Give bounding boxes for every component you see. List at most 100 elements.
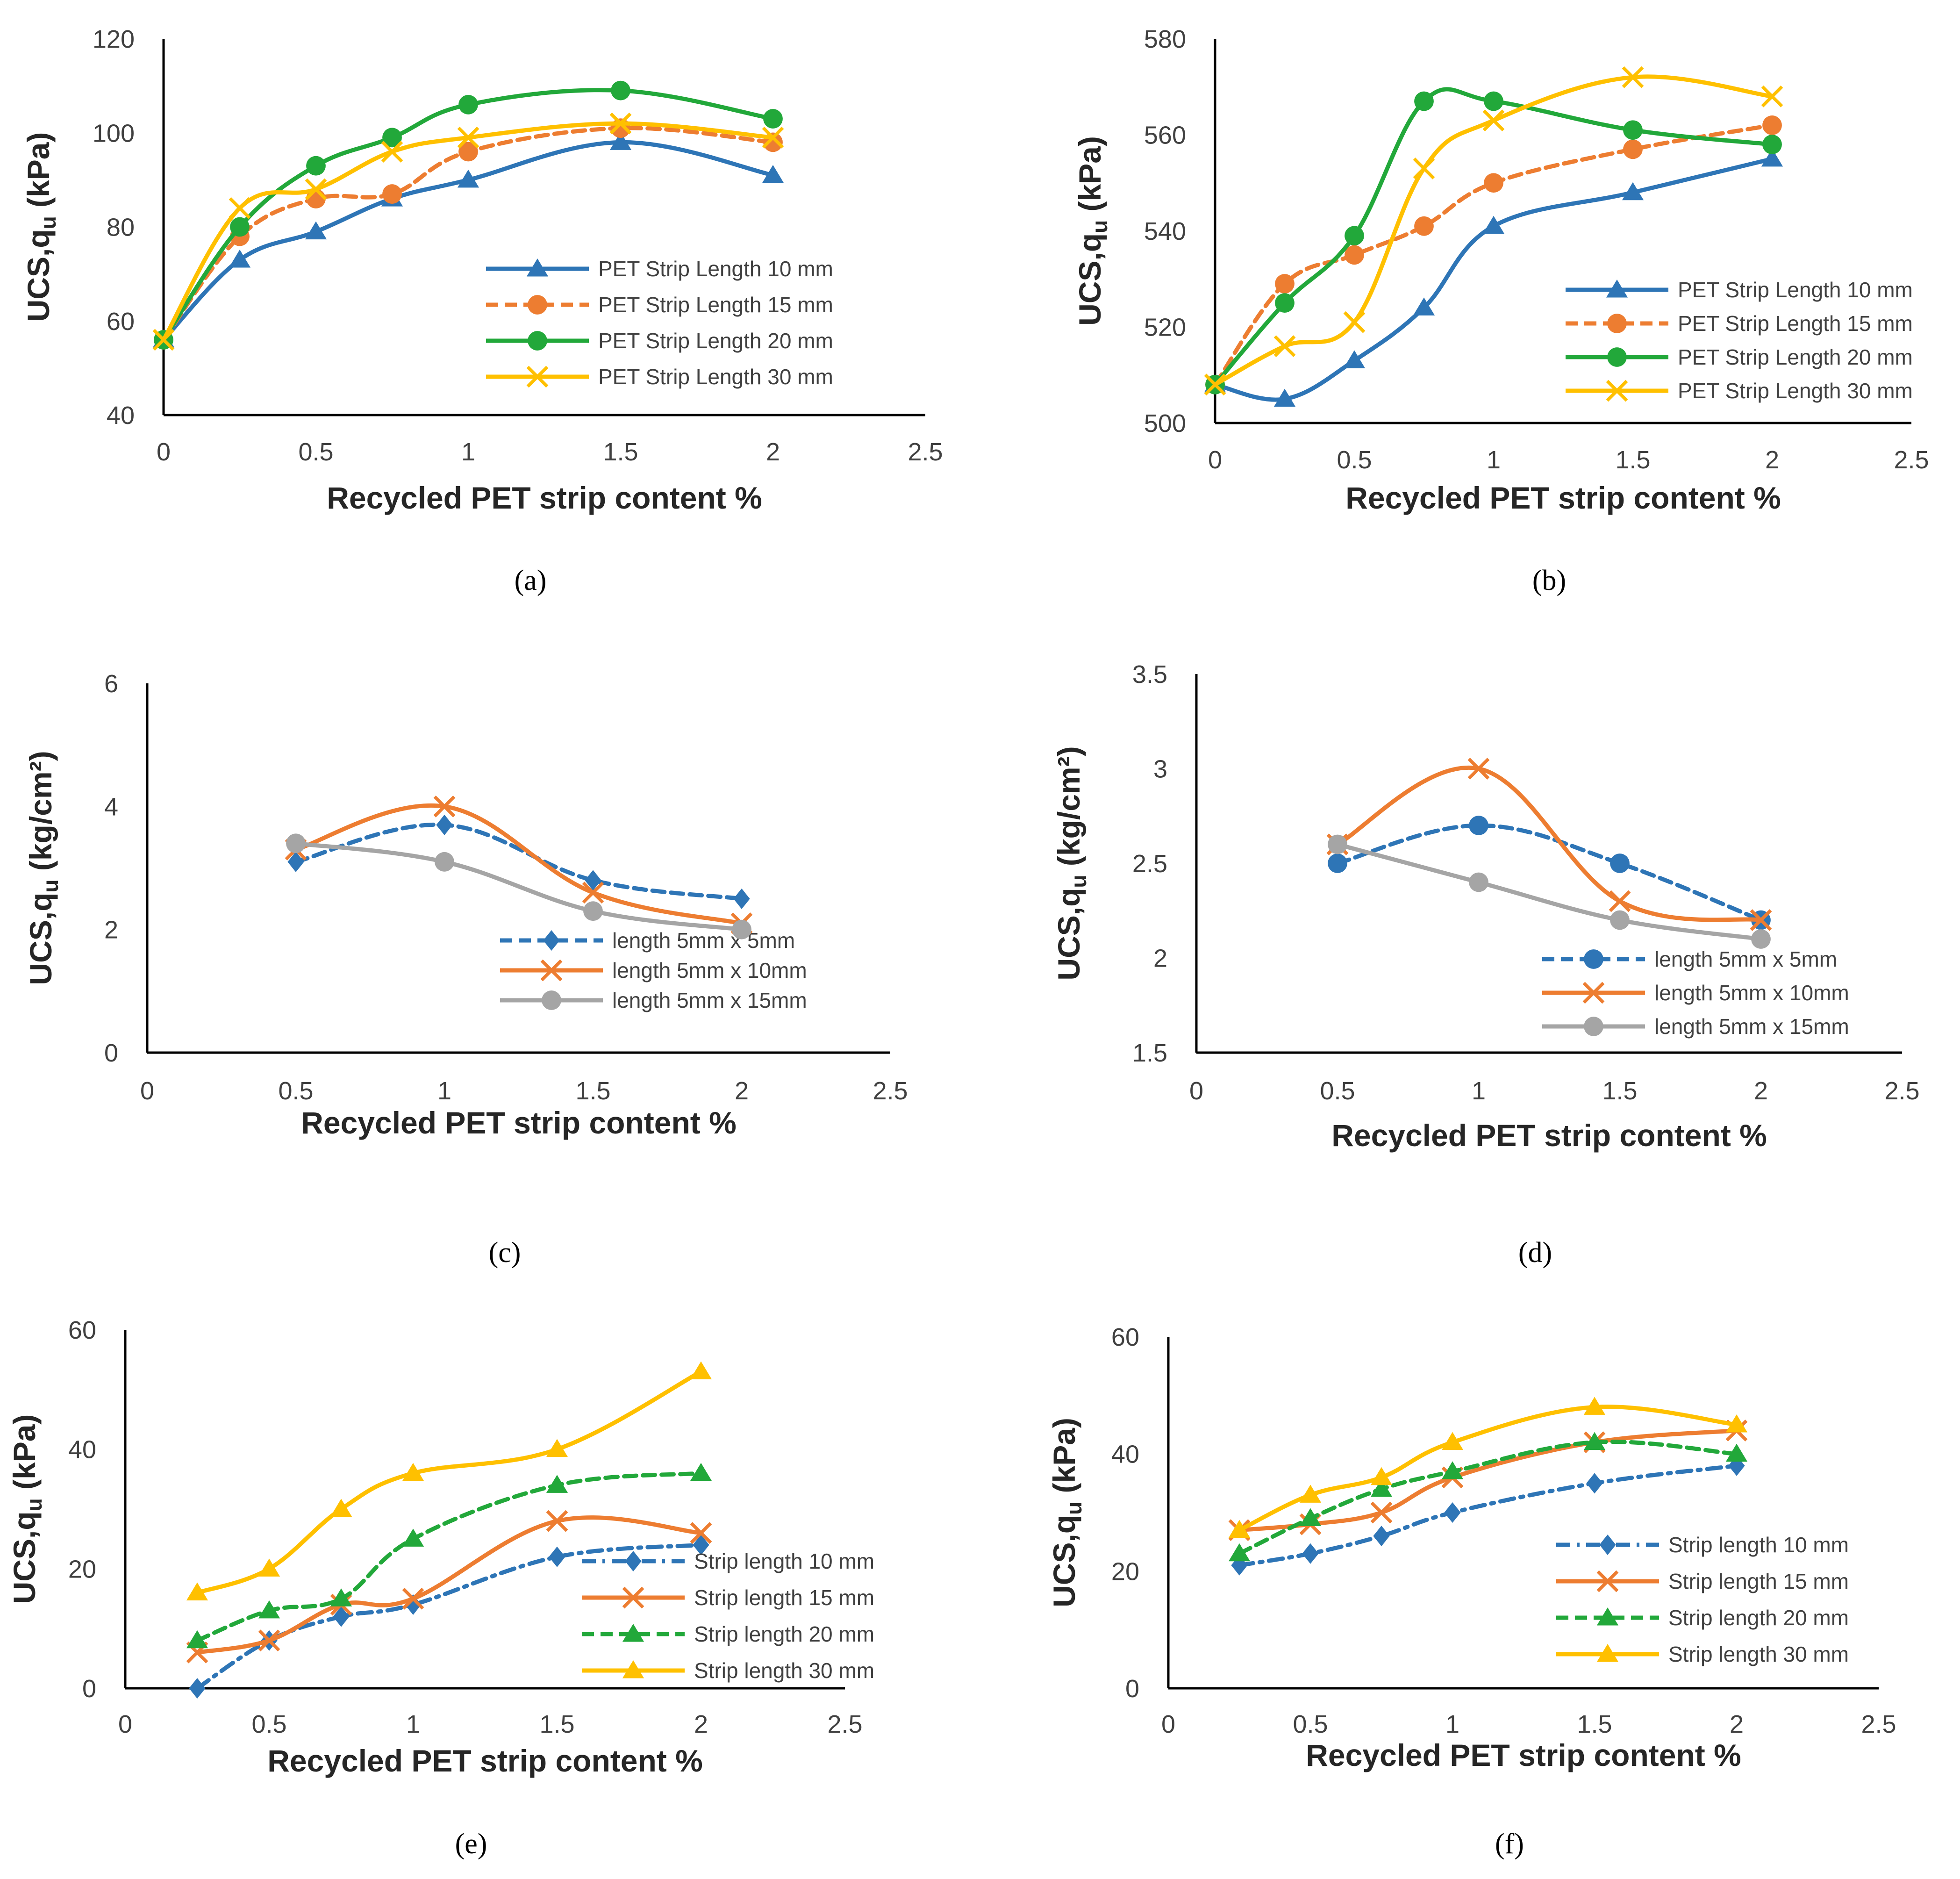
data-point [1328,834,1347,854]
data-point [1761,85,1783,108]
x-tick-label: 0 [1189,1077,1203,1105]
legend-entry: Strip length 30 mm [1556,1642,1849,1666]
series-4 [1204,66,1783,396]
data-point [1725,1414,1748,1433]
y-axis-title-main: UCS,q [1047,1515,1081,1607]
legend-label: Strip length 10 mm [1668,1533,1849,1557]
x-tick-label: 1.5 [603,438,638,466]
data-point [762,126,784,149]
legend-label: length 5mm x 5mm [612,928,795,953]
x-tick-label: 2 [694,1710,708,1738]
y-axis-title-unit: (kPa) [1047,1418,1081,1502]
data-point [258,1558,280,1577]
x-tick-label: 0 [157,438,171,466]
y-tick-label: 60 [107,308,135,336]
data-point [258,1629,280,1652]
y-axis-title-main: UCS,q [23,893,58,985]
data-point [549,1546,565,1567]
legend-entry: PET Strip Length 20 mm [1566,345,1913,369]
legend-entry: Strip length 15 mm [582,1585,874,1610]
data-point [458,94,478,115]
data-point [1750,909,1772,931]
series-line [1213,157,1774,402]
data-point [585,870,601,891]
data-point [305,178,327,201]
legend-entry: length 5mm x 15mm [500,988,807,1012]
chart-panel-e: 0 0.5 1 1.5 2 2.5 0 20 40 60 Recycled PET strip co… [7,1316,874,1860]
data-point [305,221,327,240]
data-point [1622,66,1644,88]
series-3 [286,833,751,940]
legend-entry: PET Strip Length 30 mm [1566,379,1913,403]
y-tick-label: 2 [104,916,118,944]
legend-entry: PET Strip Length 10 mm [1566,278,1913,302]
legend-marker [1606,280,1628,298]
legend-marker [543,930,560,951]
y-axis-title-unit: (kPa) [7,1414,42,1499]
legend-entry: PET Strip Length 15 mm [486,293,833,317]
series-4 [152,112,784,351]
legend-marker [625,1551,642,1571]
data-point [1725,1443,1748,1462]
series-4 [1228,1397,1748,1538]
legend-entry: length 5mm x 10mm [500,958,807,983]
y-axis-title-subscript: u [38,879,63,892]
legend-marker [1584,949,1603,969]
x-tick-label: 0 [140,1077,154,1105]
legend-label: PET Strip Length 15 mm [1678,311,1913,336]
chart-panel-d: 0 0.5 1 1.5 2 2.5 1.5 2 2.5 3 3.5 Recycled PET stri… [1052,660,1920,1269]
data-point [1414,91,1434,111]
panel-label: (b) [1532,565,1566,596]
x-tick-label: 1.5 [1577,1710,1612,1738]
data-point [1299,1508,1322,1527]
x-tick-label: 0 [118,1710,132,1738]
legend-marker [1607,314,1627,333]
data-point [1370,1501,1393,1524]
series-line [293,841,744,932]
x-tick-label: 0.5 [278,1077,313,1105]
data-point [1370,1467,1393,1485]
y-axis-title-subscript: u [1066,875,1091,888]
x-tick-label: 1 [1487,446,1501,474]
chart-panel-f: 0 0.5 1 1.5 2 2.5 0 20 40 60 Recycled PET strip co… [1047,1323,1896,1860]
legend-entry: length 5mm x 15mm [1542,1014,1849,1039]
data-point [611,80,630,100]
legend-label: Strip length 20 mm [1668,1606,1849,1630]
data-point [693,1535,709,1556]
x-tick-label: 2 [1754,1077,1768,1105]
x-axis-title: Recycled PET strip content % [1345,481,1781,515]
legend-label: Strip length 10 mm [694,1549,874,1573]
data-point [189,1678,206,1699]
series-3 [1228,1432,1748,1562]
data-point [1583,1397,1606,1415]
x-tick-label: 0.5 [1293,1710,1328,1738]
data-point [1345,245,1364,265]
series-2 [285,795,753,934]
y-axis-title-unit: (kg/cm²) [23,751,58,879]
series-line [1213,87,1774,387]
x-tick-label: 2 [735,1077,749,1105]
data-point [402,1587,424,1610]
y-tick-label: 120 [93,25,135,53]
series-line [1335,842,1763,941]
series-line [293,803,744,925]
y-axis-title: UCS,qu (kg/cm²) [1052,746,1091,980]
legend-label: PET Strip Length 10 mm [598,257,833,281]
data-point [1484,91,1503,111]
y-axis-title-main: UCS,q [21,229,56,322]
legend-label: PET Strip Length 15 mm [598,293,833,317]
legend-entry: PET Strip Length 30 mm [486,365,833,389]
data-point [229,197,251,219]
x-tick-label: 1 [461,438,475,466]
data-point [402,1528,424,1547]
legend-marker [540,959,563,982]
legend-marker [622,1624,644,1642]
data-point [1622,182,1644,201]
y-tick-label: 580 [1144,25,1186,53]
data-point [1204,373,1226,396]
legend-label: Strip length 30 mm [1668,1642,1849,1666]
data-point [258,1600,280,1619]
panel-label: (f) [1495,1828,1524,1860]
data-point [381,141,403,163]
panel-label: (e) [455,1828,487,1860]
